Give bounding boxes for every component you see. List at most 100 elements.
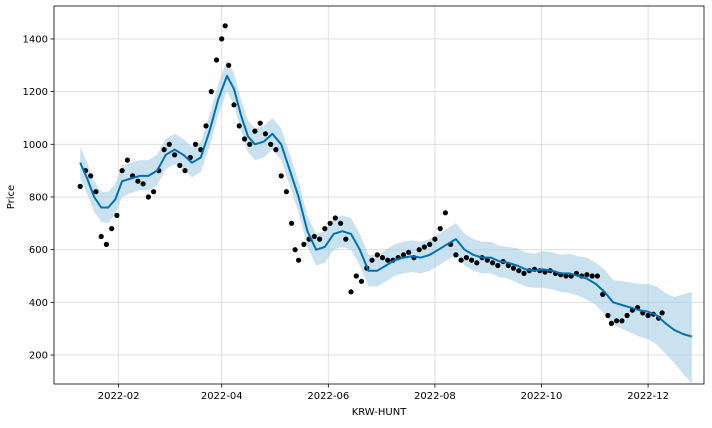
observed-point (469, 257, 475, 263)
observed-point (296, 257, 302, 263)
observed-point (589, 273, 595, 279)
observed-point (182, 168, 188, 174)
observed-point (317, 236, 323, 242)
observed-point (311, 233, 317, 240)
observed-point (348, 289, 354, 295)
observed-point (166, 141, 172, 147)
y-axis-ticks: 200 400 600 800 1000 1200 1400 (23, 34, 54, 362)
forecast-layer (79, 74, 693, 338)
observed-point (145, 194, 151, 200)
observed-point (268, 141, 274, 147)
x-tick-label: 2022-12 (627, 391, 669, 402)
observed-point (600, 291, 606, 297)
observed-point (213, 57, 220, 63)
observed-point (322, 226, 328, 232)
observed-point (406, 249, 412, 255)
observed-point (442, 210, 448, 216)
observed-point (283, 189, 289, 195)
observed-point (614, 318, 620, 324)
observed-point (619, 318, 625, 324)
observed-point (516, 268, 522, 274)
observed-point (119, 168, 125, 174)
observed-point (241, 136, 248, 142)
observed-point (109, 226, 115, 232)
observed-point (421, 244, 427, 250)
observed-point (484, 257, 490, 263)
observed-point (563, 273, 569, 279)
observed-point (231, 102, 237, 108)
observed-point (427, 241, 433, 247)
observed-point (432, 236, 438, 242)
y-tick-label: 200 (29, 351, 48, 362)
plot-frame (53, 5, 705, 385)
observed-point (327, 220, 333, 226)
forecast-line (79, 74, 693, 338)
observed-point (416, 247, 422, 253)
observed-point (605, 312, 611, 319)
observed-point (172, 152, 178, 158)
observed-point (93, 189, 99, 195)
observed-point (659, 310, 665, 316)
observed-point (369, 257, 375, 263)
y-tick-label: 600 (29, 245, 48, 256)
observed-point (98, 233, 104, 240)
observed-point (332, 215, 338, 221)
observed-point (437, 226, 443, 232)
y-tick-label: 1000 (23, 140, 48, 151)
observed-point (252, 128, 258, 134)
observed-point (400, 252, 407, 258)
observed-point (358, 278, 365, 284)
grid-layer (54, 6, 704, 384)
observed-point (208, 89, 214, 95)
observed-point (262, 131, 268, 137)
observed-point (521, 270, 527, 276)
observed-point (624, 312, 630, 319)
observed-point (140, 181, 146, 187)
observed-point (343, 236, 349, 242)
y-tick-label: 1400 (23, 34, 48, 45)
observed-point (374, 252, 380, 258)
observed-point (584, 272, 590, 278)
y-axis-label: Price (6, 185, 17, 209)
x-tick-label: 2022-10 (521, 391, 563, 402)
observed-point (273, 147, 279, 153)
observed-point (203, 123, 209, 129)
observed-point (608, 320, 615, 326)
observed-point (236, 123, 242, 129)
observed-point (301, 241, 307, 247)
observed-point (177, 162, 183, 168)
observed-point (495, 262, 501, 269)
observed-point (379, 255, 386, 261)
observed-point (645, 312, 651, 319)
observed-point (458, 257, 464, 263)
observed-point (490, 260, 496, 266)
observed-point (278, 173, 284, 179)
observed-point (385, 257, 391, 263)
observed-point (103, 241, 109, 247)
observed-point (161, 147, 167, 153)
observed-point (510, 265, 517, 271)
y-tick-label: 1200 (23, 87, 48, 98)
observed-point (222, 23, 228, 29)
x-axis-label: KRW-HUNT (352, 407, 408, 418)
x-tick-label: 2022-04 (201, 391, 243, 402)
observed-point (114, 212, 120, 218)
observed-point (289, 220, 295, 226)
y-tick-label: 800 (29, 192, 48, 203)
observed-point (594, 273, 601, 279)
observed-point (88, 173, 94, 179)
observed-point (77, 183, 83, 189)
observed-point (453, 252, 459, 258)
observed-point (338, 220, 344, 226)
observed-point (192, 141, 199, 147)
observed-point (226, 62, 232, 68)
x-tick-label: 2022-02 (98, 391, 140, 402)
observed-point (463, 255, 469, 261)
x-tick-label: 2022-08 (414, 391, 456, 402)
observed-point (292, 247, 298, 253)
observed-point (135, 178, 141, 184)
observed-point (474, 260, 480, 266)
observed-point (219, 36, 225, 42)
